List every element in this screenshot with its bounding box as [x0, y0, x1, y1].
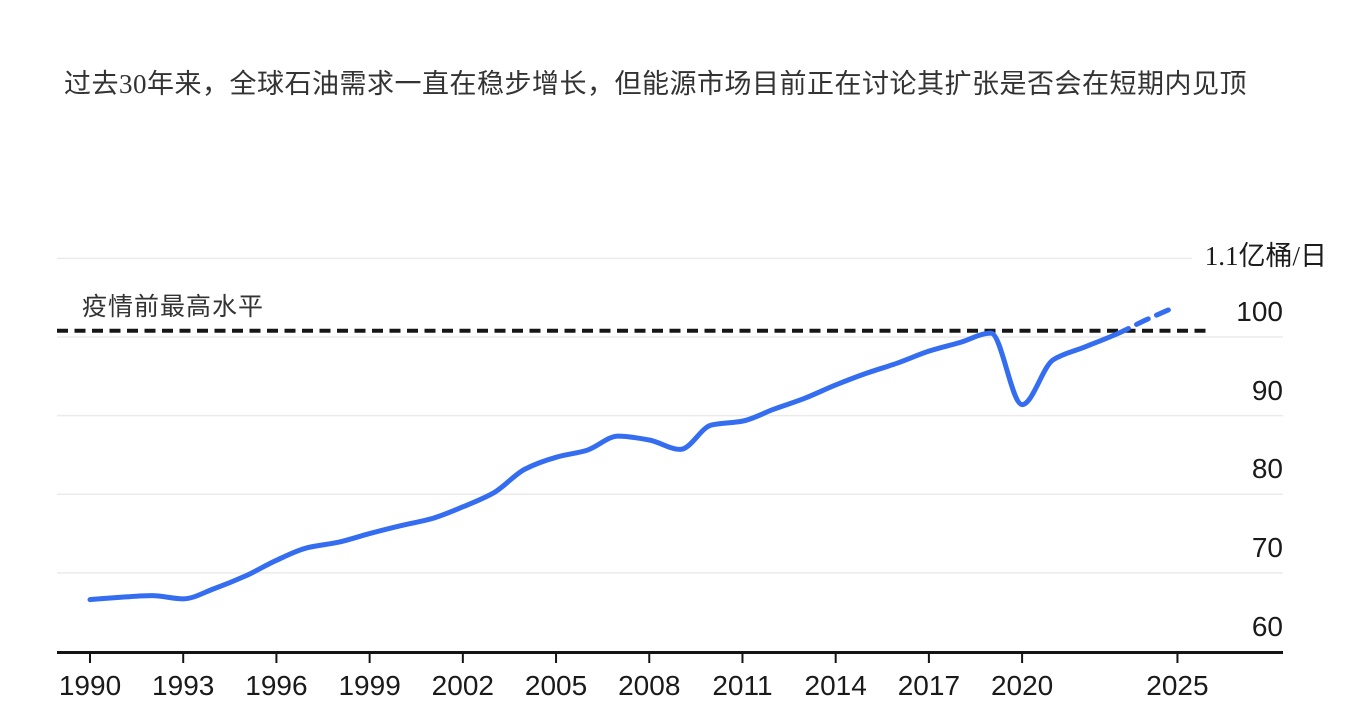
- y-tick-label: 100: [1236, 296, 1283, 327]
- x-tick-label: 2020: [990, 670, 1054, 701]
- x-tick-label: 2011: [712, 670, 773, 701]
- x-tick-label: 2002: [431, 670, 494, 701]
- demand-line-forecast-dashed: [1119, 306, 1174, 336]
- x-tick-label: 1996: [245, 670, 308, 701]
- x-axis: [57, 651, 1283, 663]
- x-tick-label: 2008: [618, 670, 681, 701]
- y-axis-unit-label: 1.1亿桶/日: [1204, 241, 1327, 271]
- y-tick-label: 80: [1251, 453, 1283, 485]
- y-tick-label: 90: [1251, 374, 1283, 406]
- demand-line-group: [87, 306, 1174, 603]
- x-tick-label: 2014: [804, 670, 867, 701]
- demand-line-solid: [87, 330, 1119, 603]
- y-tick-label: 60: [1251, 610, 1283, 642]
- x-tick-label: 1993: [152, 670, 215, 701]
- x-tick-label: 1990: [58, 670, 122, 701]
- pre-pandemic-peak-annotation: 疫情前最高水平: [82, 294, 265, 321]
- chart-title: 过去30年来，全球石油需求一直在稳步增长，但能源市场目前正在讨论其扩张是否会在短…: [64, 69, 1247, 99]
- gridlines: [57, 257, 1283, 574]
- x-tick-label: 1999: [338, 670, 401, 701]
- x-tick-label: 2005: [524, 670, 588, 701]
- x-tick-label: 2025: [1146, 670, 1209, 701]
- x-tick-label: 2017: [897, 670, 961, 701]
- y-tick-label: 70: [1251, 531, 1283, 563]
